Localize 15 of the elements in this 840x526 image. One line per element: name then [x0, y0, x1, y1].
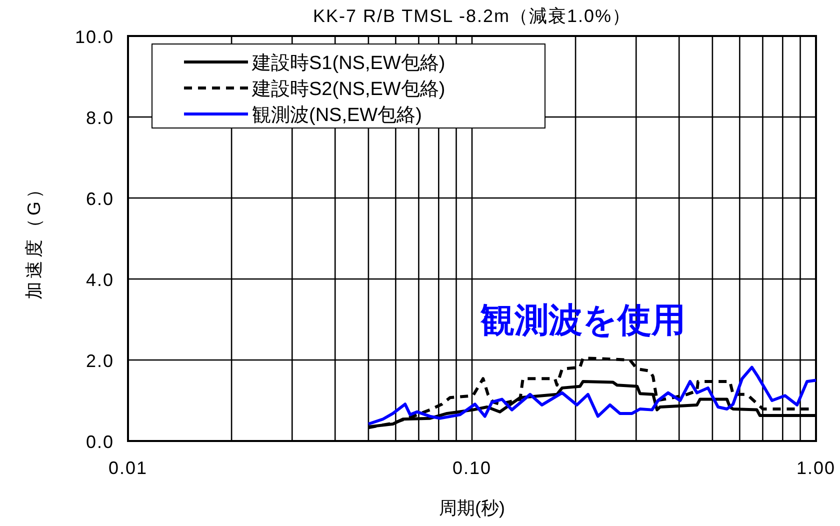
- y-tick-label: 4.0: [86, 270, 114, 290]
- y-tick-label: 8.0: [86, 108, 114, 128]
- x-axis-title: 周期(秒): [439, 498, 505, 518]
- x-tick-label: 0.10: [452, 458, 492, 478]
- legend-label: 建設時S1(NS,EW包絡): [251, 53, 446, 74]
- x-tick-label: 0.01: [108, 458, 148, 478]
- legend-label: 観測波(NS,EW包絡): [252, 105, 422, 126]
- y-tick-label: 0.0: [86, 432, 114, 452]
- chart-title: KK-7 R/B TMSL -8.2m（減衰1.0%）: [312, 6, 632, 26]
- legend-label: 建設時S2(NS,EW包絡): [251, 79, 446, 100]
- y-tick-label: 6.0: [86, 189, 114, 209]
- x-tick-label: 1.00: [796, 458, 836, 478]
- y-tick-label: 2.0: [86, 351, 114, 371]
- y-tick-label: 10.0: [74, 27, 114, 47]
- y-axis-title: 加速度（G）: [24, 177, 44, 300]
